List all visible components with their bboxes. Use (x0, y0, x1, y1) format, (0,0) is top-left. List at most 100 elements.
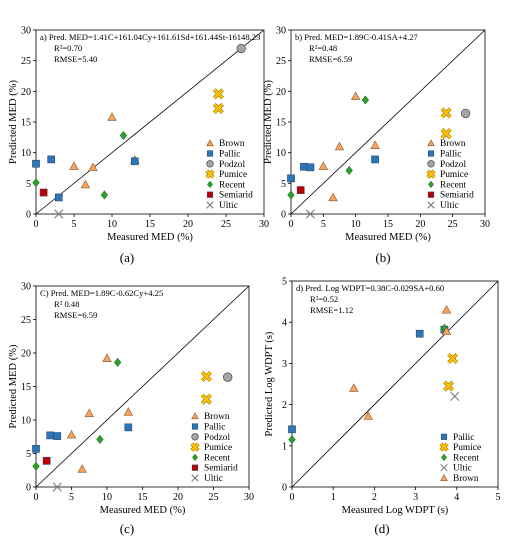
legend-label: Ultic (219, 201, 238, 211)
data-point-pumice (440, 128, 452, 140)
x-tick-label: 0 (290, 492, 295, 503)
x-tick-label: 1 (331, 492, 336, 503)
data-point-brown (350, 91, 361, 100)
legend-label: Pumice (204, 443, 232, 453)
data-point-brown (370, 140, 380, 149)
panel-label: (a) (120, 250, 134, 265)
y-axis-label: Predicted MED (%) (8, 80, 19, 164)
x-tick-label: 0 (34, 492, 39, 503)
series-pumice (200, 370, 212, 405)
series-ultic (450, 391, 460, 401)
legend-marker-semiarid (191, 464, 199, 471)
legend-label: Ultic (204, 474, 223, 484)
data-point-brown (77, 464, 87, 473)
series-pumice (440, 107, 452, 140)
series-brown (66, 353, 134, 473)
chart-panel-2: 0 5 10 15 20 25 30 0 5 10 15 20 25 30 Measured MED (%)… (263, 26, 490, 266)
series-pallic (287, 155, 379, 183)
y-tick-label: 3 (282, 359, 287, 370)
legend-label: Recent (440, 180, 466, 190)
regression-equation: b) Pred. MED=1.89C-0.41SA+4.27 (295, 32, 419, 42)
legend-label: Pallic (219, 150, 240, 160)
legend-marker-pallic (206, 150, 214, 157)
x-tick-label: 25 (448, 219, 458, 230)
data-point-pallic (306, 163, 315, 172)
series-pumice (212, 88, 224, 114)
one-to-one-line (35, 29, 265, 215)
legend-label: Ultic (440, 201, 459, 211)
x-tick-label: 15 (383, 219, 393, 230)
series-recent (287, 95, 370, 200)
legend-marker-semiarid (206, 191, 214, 198)
x-tick-label: 30 (244, 492, 254, 503)
legend-marker-pallic (440, 433, 448, 440)
x-tick-label: 0 (289, 219, 294, 230)
y-tick-label: 4 (282, 318, 287, 329)
data-point-recent (100, 190, 109, 200)
data-point-pallic (47, 155, 56, 164)
x-axis-label: Measured MED (%) (100, 505, 186, 516)
data-point-brown (80, 179, 91, 189)
y-tick-label: 5 (282, 277, 287, 288)
data-point-ultic (54, 209, 64, 219)
one-to-one-line (291, 280, 499, 488)
one-to-one-line (290, 29, 486, 215)
stat-label: RMSE=6.59 (309, 54, 352, 64)
legend-label: Podzol (440, 160, 466, 170)
data-point-brown (441, 326, 452, 335)
x-tick-label: 3 (413, 492, 418, 503)
legend-marker-brown (191, 412, 199, 420)
legend-marker-podzol (427, 160, 435, 168)
legend-label: Brown (440, 139, 466, 149)
data-point-recent (345, 165, 353, 176)
data-point-recent (119, 130, 128, 141)
legend-marker-recent (428, 180, 434, 189)
y-tick-label: 20 (21, 349, 31, 360)
series-ultic (305, 209, 315, 219)
legend: BrownPallicPodzolPumiceRecentSemiaridUlt… (190, 412, 238, 484)
legend-label: Semiarid (204, 464, 238, 474)
data-point-pallic (32, 159, 40, 168)
legend-marker-recent (192, 453, 198, 462)
data-point-recent (361, 95, 370, 105)
x-tick-label: 5 (321, 219, 326, 230)
data-point-brown (363, 411, 373, 420)
panel-label: (b) (375, 250, 390, 265)
one-to-one-line (35, 285, 250, 488)
legend-label: Semiarid (440, 191, 474, 201)
data-point-brown (102, 353, 112, 363)
data-point-pallic (371, 155, 379, 164)
legend-marker-semiarid (427, 191, 435, 198)
data-point-brown (349, 383, 359, 392)
y-tick-label: 2 (282, 400, 287, 411)
x-tick-label: 15 (145, 219, 155, 230)
data-point-podzol (460, 108, 471, 119)
legend-marker-brown (427, 139, 435, 147)
legend: BrownPallicPodzolPumiceRecentSemiaridUlt… (205, 139, 253, 211)
series-ultic (54, 209, 64, 219)
data-point-recent (32, 178, 40, 188)
y-axis-label: Predicted Log WDPT (s) (264, 331, 275, 436)
data-point-podzol (222, 372, 233, 382)
x-axis-label: Measured MED (%) (107, 232, 193, 243)
series-podzol (236, 43, 246, 54)
y-tick-label: 10 (21, 416, 31, 427)
legend-label: Ultic (453, 464, 472, 474)
y-tick-label: 10 (276, 148, 286, 159)
series-podzol (460, 108, 471, 119)
data-point-recent (287, 190, 295, 200)
chart-panel-4: 0 1 2 3 4 5 0 1 2 3 4 5 Measured Log WDPT (s) Predict… (264, 277, 501, 537)
series-semiarid (296, 186, 305, 194)
chart-panel-3: 0 5 10 15 20 25 30 0 5 10 15 20 25 30 Measured MED (%)… (8, 282, 254, 537)
series-pallic (32, 155, 139, 202)
y-tick-label: 15 (21, 382, 31, 393)
series-pumice (443, 352, 459, 392)
data-point-pallic (130, 157, 139, 166)
y-tick-label: 1 (282, 441, 287, 452)
data-point-recent (113, 357, 122, 367)
data-point-pallic (415, 329, 424, 338)
data-point-semiarid (39, 188, 48, 197)
data-point-ultic (450, 391, 460, 401)
data-point-brown (107, 112, 117, 121)
